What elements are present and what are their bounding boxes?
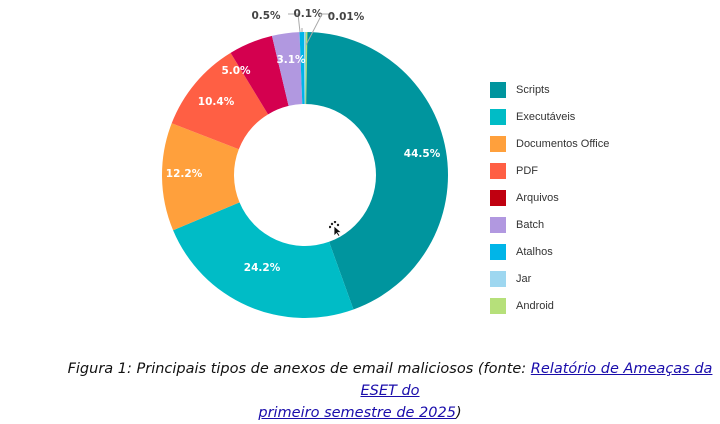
- slice-label-outside: 0.01%: [328, 11, 365, 23]
- donut-chart: 44.5% 24.2% 12.2% 10.4% 5.0% 3.1% 0.5% 0.1% 0.01…: [161, 8, 448, 318]
- legend-label: Atalhos: [516, 245, 553, 258]
- legend-item-android: Android: [490, 292, 609, 319]
- move-cursor-icon: [329, 221, 343, 237]
- legend-swatch: [490, 189, 506, 206]
- legend-item-arquivos: Arquivos: [490, 184, 609, 211]
- legend-swatch: [490, 135, 506, 152]
- legend-swatch: [490, 243, 506, 260]
- legend-item-jar: Jar: [490, 265, 609, 292]
- figure-caption: Figura 1: Principais tipos de anexos de …: [0, 358, 720, 424]
- leader-line: [305, 13, 332, 46]
- donut-slice: [171, 52, 269, 150]
- slice-label: 10.4%: [198, 96, 235, 108]
- legend-item-executaveis: Executáveis: [490, 103, 609, 130]
- slice-label-outside: 0.1%: [293, 8, 323, 20]
- legend-swatch: [490, 216, 506, 233]
- legend-label: Batch: [516, 218, 545, 231]
- legend-item-scripts: Scripts: [490, 76, 609, 103]
- legend-swatch: [490, 297, 506, 314]
- donut-slice: [299, 32, 305, 105]
- legend-swatch: [490, 270, 506, 287]
- legend-item-documentos-office: Documentos Office: [490, 130, 609, 157]
- donut-slice: [271, 32, 303, 106]
- caption-suffix: ): [455, 405, 462, 421]
- donut-slice: [305, 32, 308, 105]
- source-link[interactable]: Relatório de Ameaças da ESET do: [360, 361, 713, 399]
- legend-swatch: [490, 162, 506, 179]
- slice-label: 24.2%: [244, 262, 281, 274]
- donut-slice: [173, 202, 354, 318]
- chart-legend: Scripts Executáveis Documentos Office PD…: [490, 76, 609, 319]
- legend-label: Jar: [516, 272, 532, 285]
- legend-label: Scripts: [516, 83, 550, 96]
- slice-label: 5.0%: [221, 65, 251, 77]
- donut-slice: [304, 31, 306, 105]
- source-link-continued[interactable]: primeiro semestre de 2025: [258, 405, 456, 421]
- slice-label: 3.1%: [276, 54, 306, 66]
- slice-label: 12.2%: [166, 168, 203, 180]
- legend-label: PDF: [516, 164, 538, 177]
- legend-label: Executáveis: [516, 110, 576, 123]
- donut-slice: [230, 35, 289, 115]
- legend-item-batch: Batch: [490, 211, 609, 238]
- donut-slice: [305, 32, 448, 310]
- legend-label: Arquivos: [516, 191, 559, 204]
- legend-swatch: [490, 81, 506, 98]
- legend-swatch: [490, 108, 506, 125]
- donut-slice: [161, 123, 240, 231]
- legend-item-pdf: PDF: [490, 157, 609, 184]
- caption-text: Figura 1: Principais tipos de anexos de …: [67, 361, 531, 377]
- legend-item-atalhos: Atalhos: [490, 238, 609, 265]
- slice-label: 44.5%: [404, 148, 441, 160]
- legend-label: Android: [516, 299, 554, 312]
- slice-label-outside: 0.5%: [251, 10, 281, 22]
- legend-label: Documentos Office: [516, 137, 610, 150]
- leader-line: [288, 13, 301, 33]
